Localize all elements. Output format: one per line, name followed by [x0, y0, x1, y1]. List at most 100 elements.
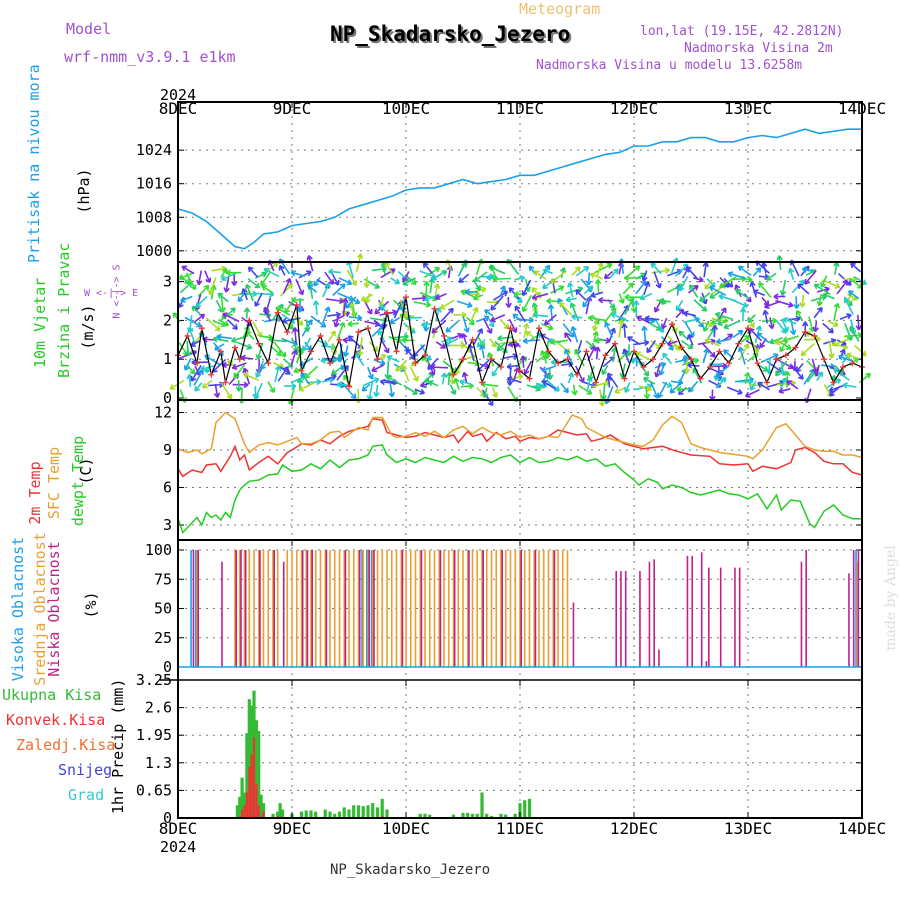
wind-arrow [242, 367, 251, 385]
wind-arrow [587, 365, 595, 381]
ytick-precip: 0 [163, 809, 172, 827]
wind-arrow [715, 338, 731, 345]
wind-arrow [231, 273, 238, 287]
wind-arrow [820, 275, 828, 288]
ytick-cloud: 100 [145, 541, 172, 559]
wind-arrow [263, 267, 280, 278]
wind-arrow [247, 266, 259, 278]
ytick-cloud: 50 [154, 600, 172, 618]
wind-arrow [347, 320, 359, 328]
wind-arrow [702, 261, 709, 278]
wind-arrow [675, 299, 684, 312]
wind-arrow [747, 314, 756, 323]
wind-arrow [508, 318, 518, 333]
wind-arrow [764, 300, 781, 309]
precip-total-bar [261, 803, 266, 818]
wind-arrow [601, 364, 609, 376]
wind-arrow [239, 290, 258, 298]
precip-total-bar [271, 813, 275, 818]
wind-arrow [184, 316, 202, 328]
wind-arrow [803, 335, 821, 343]
wind-arrow [451, 332, 463, 340]
cloud-low-ylabel: Niska Oblacnost [45, 541, 63, 677]
temp-dew-line [177, 444, 862, 534]
temp-2m-ylabel: 2m Temp [26, 461, 44, 525]
precip-conv-label: Konvek.Kisa [6, 711, 106, 729]
wind-speed-marker [246, 317, 253, 324]
wind-arrow [304, 365, 319, 379]
wind-arrow [461, 333, 468, 345]
temp-sfc-ylabel: SFC Temp [45, 446, 63, 520]
wind-arrow [678, 275, 689, 292]
precip-total-bar [240, 777, 244, 818]
wind-arrow [263, 306, 272, 322]
wind-arrow [327, 330, 336, 342]
wind-arrow [540, 350, 548, 364]
wind-arrow [608, 268, 619, 280]
grid-precip [178, 679, 862, 818]
wind-arrow [223, 276, 230, 293]
ytick-cloud: 75 [154, 570, 172, 588]
wind-speed-marker [374, 356, 381, 363]
precip-total-bar [361, 806, 365, 818]
wind-arrow [255, 360, 265, 379]
wind-arrow [466, 316, 475, 326]
wind-speed-marker [236, 356, 243, 363]
wind-speed-marker [583, 348, 590, 355]
wind-speed-marker [198, 325, 205, 332]
precip-total-bar [523, 800, 527, 818]
wind-arrow [243, 307, 251, 319]
wind-speed-marker [574, 371, 580, 378]
wind-arrow [226, 269, 242, 277]
wind-arrow [363, 377, 380, 387]
wind-arrow [344, 296, 357, 309]
precip-total-bar [245, 733, 249, 818]
ytick-precip: 1.95 [136, 726, 172, 744]
wind-arrow [681, 357, 700, 366]
precip-series-1 [241, 737, 384, 818]
precip-total-bar [513, 813, 517, 818]
xtick-label-top: 11DEC [496, 99, 544, 118]
wind-arrow [596, 262, 604, 276]
wind-arrow [269, 345, 282, 357]
wind-speed-marker [593, 379, 599, 386]
wind-arrow [506, 363, 519, 370]
wind-arrow [643, 387, 651, 400]
wind-speed-marker [631, 348, 637, 355]
wind-arrow [427, 380, 439, 387]
wind-arrow [235, 380, 243, 392]
lonlat-label: lon,lat (19.15E, 42.2812N) [640, 24, 844, 39]
wind-arrow [439, 299, 455, 310]
wind-arrow [519, 355, 527, 368]
wind-arrow [661, 381, 673, 388]
precip-total-bar [418, 813, 422, 818]
wind-arrow [799, 294, 806, 308]
wind-arrow [575, 266, 590, 277]
wind-arrow [287, 388, 295, 405]
wind-arrow [589, 272, 603, 280]
wind-arrow [306, 255, 314, 272]
wind-speed-marker [735, 340, 742, 347]
year-label-bottom: 2024 [160, 838, 197, 856]
wind-arrow [521, 279, 532, 297]
wind-speed-marker [517, 367, 523, 374]
ytick-precip: 2.6 [145, 699, 172, 717]
wind-arrow [257, 291, 275, 298]
cloud-series-0 [190, 550, 857, 667]
wind-arrow [361, 383, 371, 392]
wind-arrow [371, 364, 384, 373]
wind-arrow [571, 266, 581, 276]
wind-arrow [641, 270, 648, 282]
precip-total-bar [428, 814, 432, 818]
wind-arrow [675, 308, 685, 319]
wind-arrow-field [169, 253, 872, 407]
wind-speed-marker [217, 348, 224, 355]
wind-arrow [325, 297, 345, 305]
wind-arrow [594, 346, 601, 360]
wind-arrow [307, 284, 318, 293]
wind-arrow [346, 269, 357, 286]
wind-arrow [420, 321, 433, 328]
wind-arrow [445, 320, 459, 333]
wind-arrow [413, 301, 432, 308]
wind-arrow [822, 292, 835, 300]
